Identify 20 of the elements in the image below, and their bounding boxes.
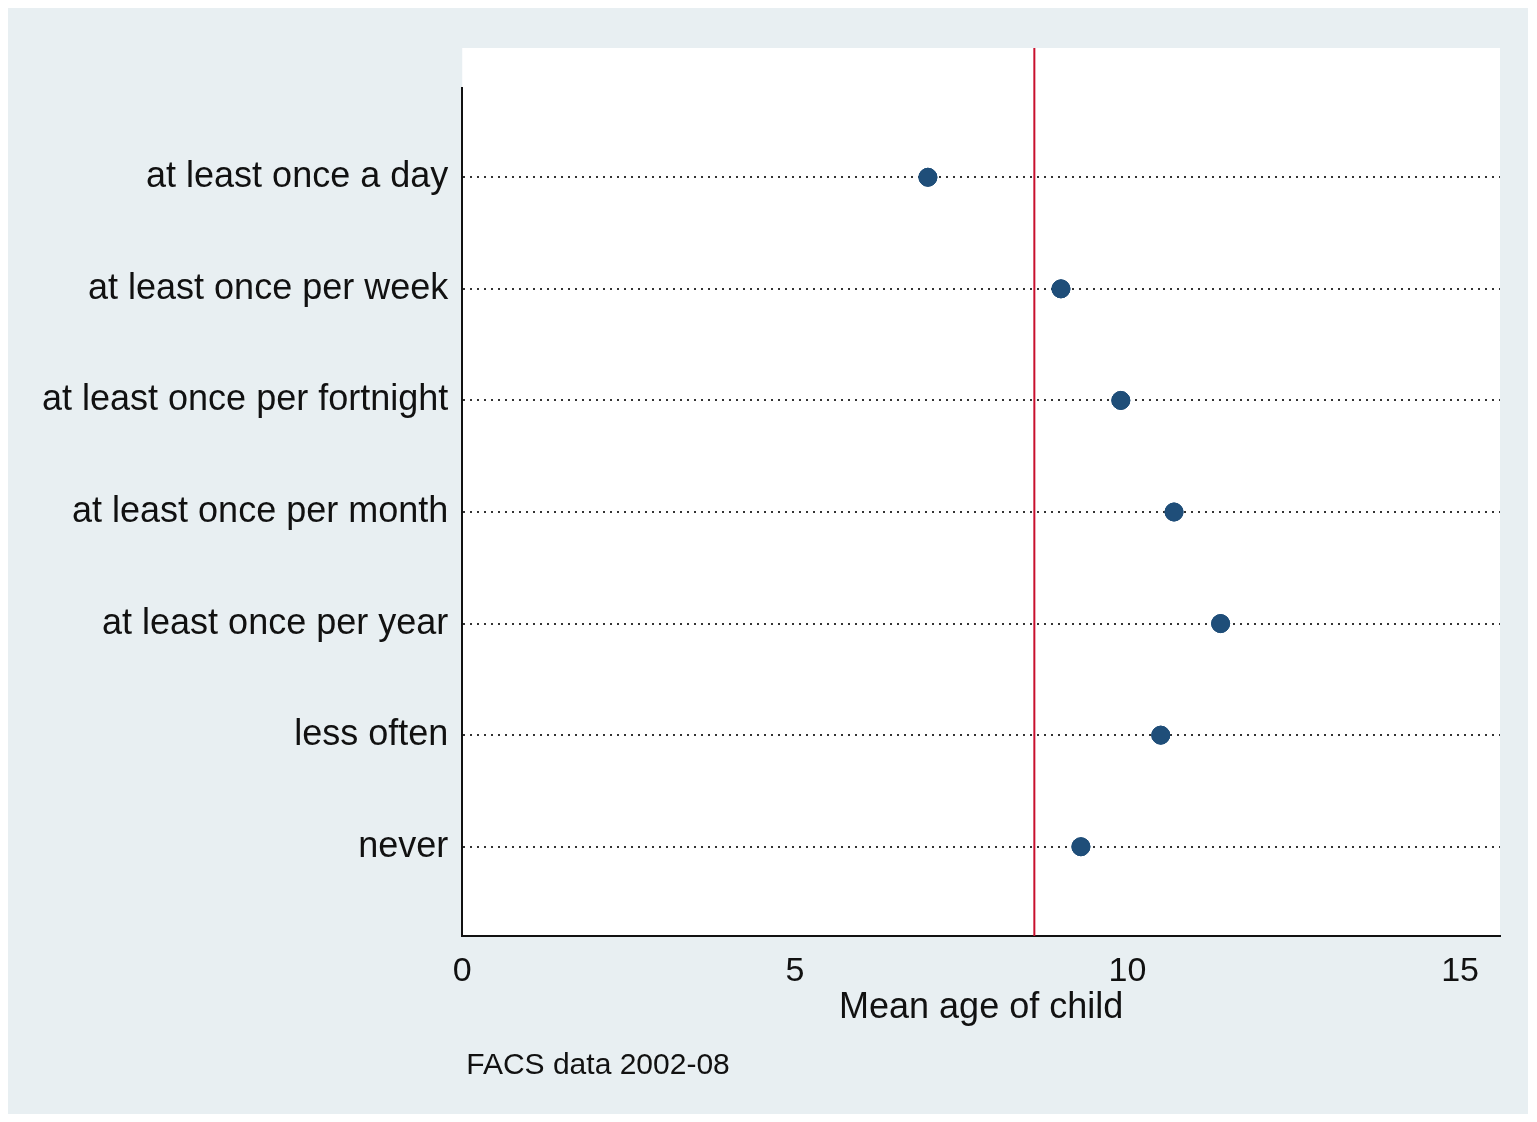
y-tick-label: at least once per month [72, 488, 449, 530]
point [918, 167, 938, 187]
y-tick-label: at least once per year [102, 600, 449, 642]
point [1151, 725, 1171, 745]
point [1111, 390, 1131, 410]
y-tick-label: at least once per fortnight [42, 377, 449, 419]
y-tick-label: at least once a day [146, 154, 449, 196]
x-axis-title: Mean age of child [839, 985, 1124, 1027]
y-tick-label: less often [294, 712, 449, 754]
point [1164, 502, 1184, 522]
y-tick-label: at least once per week [88, 265, 450, 307]
x-tick-label: 15 [1441, 949, 1479, 988]
point [1071, 837, 1091, 857]
point [1051, 279, 1071, 299]
x-tick-label: 0 [452, 949, 472, 988]
y-tick-label: never [358, 823, 449, 865]
text: FACS data 2002-08 [466, 1047, 730, 1080]
x-tick-label: 10 [1108, 949, 1147, 988]
point [1211, 614, 1231, 634]
x-tick-label: 5 [785, 949, 805, 988]
